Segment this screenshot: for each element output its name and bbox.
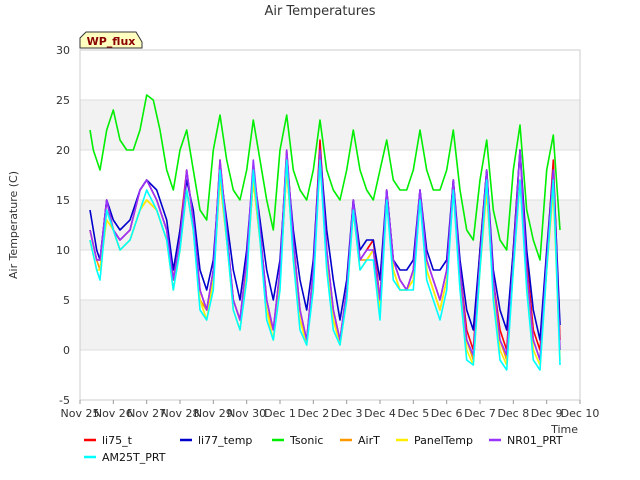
y-tick-label: 10 <box>56 244 70 257</box>
y-tick-label: 5 <box>63 294 70 307</box>
y-axis-label: Air Temperature (C) <box>7 171 20 279</box>
x-tick-label: Nov 27 <box>127 407 166 420</box>
x-tick-label: Dec 1 <box>264 407 296 420</box>
x-tick-label: Nov 25 <box>61 407 100 420</box>
legend-label: li77_temp <box>198 434 252 447</box>
y-tick-label: 30 <box>56 44 70 57</box>
series-line-AM25T_PRT <box>89 159 561 371</box>
x-tick-label: Dec 2 <box>297 407 329 420</box>
y-tick-label: 15 <box>56 194 70 207</box>
x-tick-label: Dec 3 <box>331 407 363 420</box>
y-tick-label: 25 <box>56 94 70 107</box>
x-tick-label: Dec 7 <box>464 407 496 420</box>
band <box>80 350 580 400</box>
legend-label: li75_t <box>102 434 133 447</box>
x-tick-label: Dec 6 <box>431 407 463 420</box>
y-tick-label: 20 <box>56 144 70 157</box>
plot-background <box>80 50 580 400</box>
legend-label: Tsonic <box>289 434 323 447</box>
series-layer <box>89 94 561 371</box>
x-tick-label: Dec 4 <box>364 407 396 420</box>
legend-label: PanelTemp <box>414 434 473 447</box>
x-tick-label: Dec 10 <box>561 407 600 420</box>
legend-label: AirT <box>358 434 380 447</box>
series-line-Tsonic <box>89 94 561 261</box>
x-tick-label: Nov 28 <box>161 407 200 420</box>
x-tick-label: Nov 30 <box>227 407 266 420</box>
legend-label: NR01_PRT <box>507 434 563 447</box>
chart-title: Air Temperatures <box>264 4 375 19</box>
badge: WP_flux <box>79 31 143 49</box>
y-axis: -5 0 5 10 15 20 25 30 <box>56 44 70 407</box>
x-tick-label: Dec 9 <box>531 407 563 420</box>
x-tick-label: Nov 26 <box>94 407 133 420</box>
band <box>80 150 580 200</box>
legend: li75_t li77_temp Tsonic AirT PanelTemp NR01_P… <box>84 434 563 464</box>
legend-label: AM25T_PRT <box>102 451 166 464</box>
x-tick-label: Nov 29 <box>194 407 233 420</box>
y-tick-label: 0 <box>63 344 70 357</box>
plot-frame <box>79 49 581 401</box>
x-tick-label: Dec 5 <box>397 407 429 420</box>
band <box>80 100 580 150</box>
x-tick-label: Dec 8 <box>497 407 529 420</box>
band <box>80 50 580 100</box>
badge-label: WP_flux <box>87 35 136 48</box>
x-axis-label: Time <box>550 423 578 436</box>
y-tick-label: -5 <box>59 394 70 407</box>
